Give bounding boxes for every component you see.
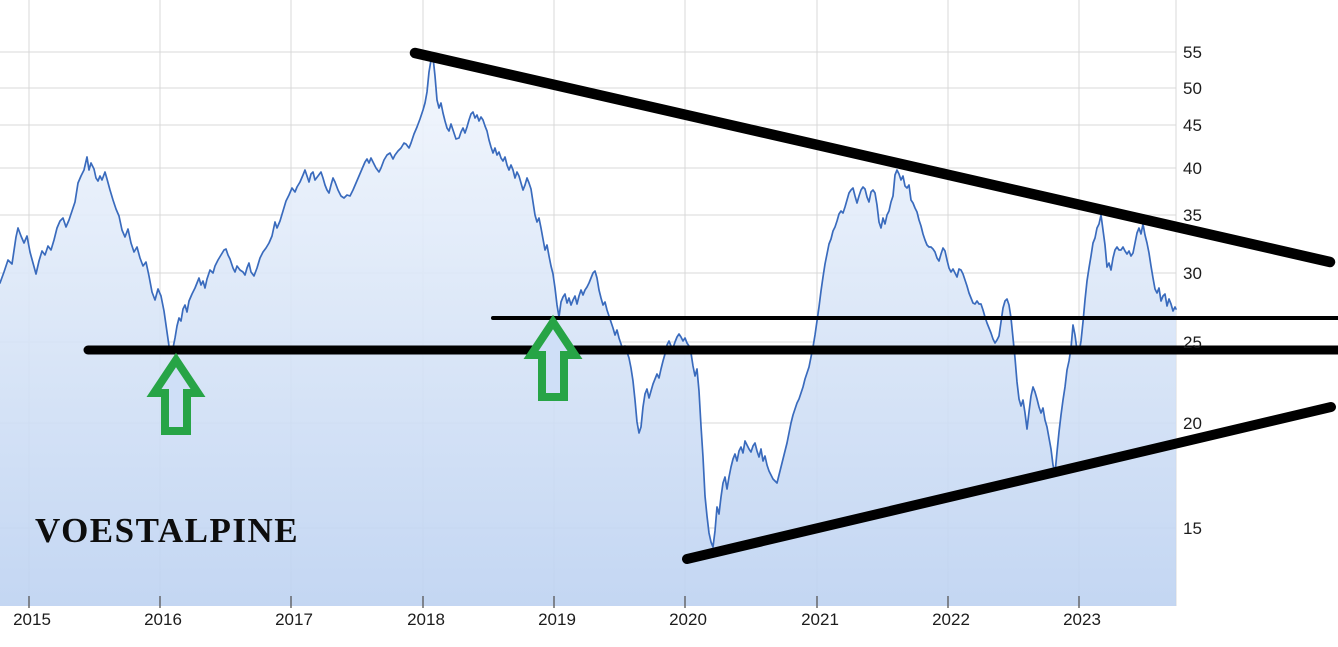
x-axis-label: 2021 — [801, 610, 839, 629]
x-axis-label: 2018 — [407, 610, 445, 629]
x-axis-label: 2019 — [538, 610, 576, 629]
instrument-title: VOESTALPINE — [35, 511, 299, 550]
y-axis-label: 50 — [1183, 79, 1202, 98]
y-axis-label: 55 — [1183, 43, 1202, 62]
y-axis-labels: 55 50 45 40 35 30 25 20 15 — [1183, 43, 1202, 538]
x-axis-label: 2023 — [1063, 610, 1101, 629]
y-axis-label: 30 — [1183, 264, 1202, 283]
y-axis-label: 20 — [1183, 414, 1202, 433]
up-arrow-icon — [146, 352, 206, 435]
y-axis-label: 40 — [1183, 159, 1202, 178]
x-axis-label: 2022 — [932, 610, 970, 629]
y-axis-label: 45 — [1183, 116, 1202, 135]
ascending-trendline — [682, 402, 1336, 564]
x-axis-label: 2017 — [275, 610, 313, 629]
price-line — [0, 56, 1177, 548]
descending-trendline — [409, 47, 1336, 268]
x-axis-label: 2016 — [144, 610, 182, 629]
y-axis-label: 25 — [1183, 333, 1202, 352]
y-axis-label: 15 — [1183, 519, 1202, 538]
price-area-fill — [0, 57, 1176, 606]
up-arrow-icon — [523, 314, 583, 401]
x-axis-label: 2020 — [669, 610, 707, 629]
x-axis-tick-marks — [28, 596, 1080, 608]
y-axis-label: 35 — [1183, 206, 1202, 225]
buy-signal-arrows — [146, 314, 583, 435]
x-axis-label: 2015 — [13, 610, 51, 629]
x-axis-labels: 2015 2016 2017 2018 2019 2020 2021 2022 2023 — [13, 610, 1101, 629]
